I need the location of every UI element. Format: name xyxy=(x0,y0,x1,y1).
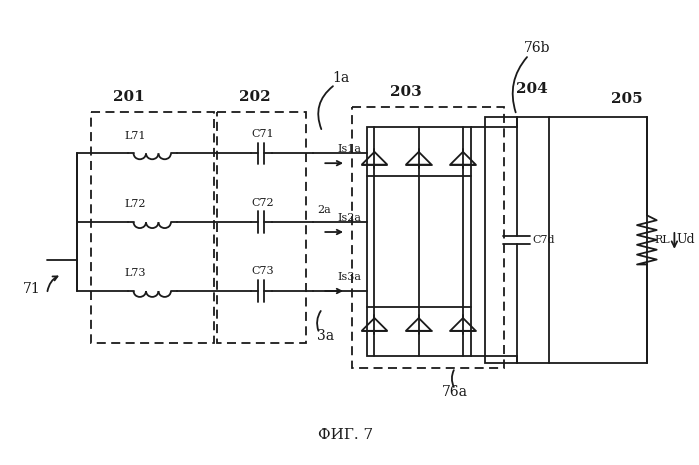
Text: Is1a: Is1a xyxy=(337,145,361,154)
Bar xyxy=(484,117,549,363)
Text: C7d: C7d xyxy=(533,235,555,245)
Text: C71: C71 xyxy=(252,129,274,139)
Text: 2a: 2a xyxy=(317,206,331,215)
Bar xyxy=(366,127,471,356)
Text: C73: C73 xyxy=(252,266,274,276)
Bar xyxy=(352,107,504,368)
Text: C72: C72 xyxy=(252,198,274,207)
Text: RL: RL xyxy=(655,235,670,245)
Text: 201: 201 xyxy=(113,90,145,104)
Text: 76a: 76a xyxy=(442,385,468,399)
Text: 71: 71 xyxy=(22,282,40,296)
Text: Is2a: Is2a xyxy=(337,213,361,223)
Text: 202: 202 xyxy=(238,90,271,104)
Text: L72: L72 xyxy=(124,199,146,209)
Bar xyxy=(92,112,214,343)
Text: 204: 204 xyxy=(516,82,548,96)
Text: L73: L73 xyxy=(124,268,146,279)
Text: Is3a: Is3a xyxy=(337,272,361,282)
Text: 3a: 3a xyxy=(317,329,335,343)
Text: 1a: 1a xyxy=(332,71,350,85)
Text: ФИГ. 7: ФИГ. 7 xyxy=(319,428,373,442)
Text: L71: L71 xyxy=(124,131,146,140)
Text: Ud: Ud xyxy=(677,233,695,246)
Text: 205: 205 xyxy=(612,92,643,106)
Text: 76b: 76b xyxy=(524,41,550,55)
Bar xyxy=(217,112,305,343)
Text: 203: 203 xyxy=(390,86,421,100)
